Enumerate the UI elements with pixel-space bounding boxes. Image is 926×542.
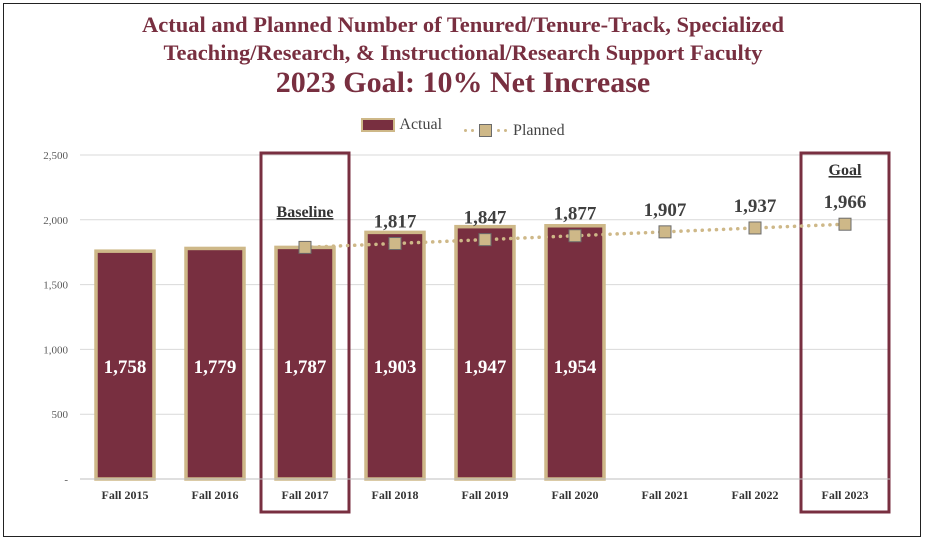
legend-swatch-actual	[361, 118, 396, 132]
y-tick-label: 1,000	[43, 344, 68, 356]
y-tick-label: 500	[52, 409, 69, 421]
x-tick-label: Fall 2021	[642, 488, 689, 502]
chart-legend: Actual Planned	[0, 116, 926, 140]
highlight-label: Goal	[829, 162, 862, 179]
legend-marker-planned	[462, 124, 509, 137]
planned-marker	[388, 237, 402, 251]
bar-actual	[544, 224, 606, 481]
x-tick-label: Fall 2017	[282, 488, 329, 502]
x-tick-label: Fall 2023	[822, 488, 869, 502]
planned-marker	[658, 225, 672, 239]
bar-actual	[454, 224, 516, 481]
bar-actual	[364, 230, 426, 481]
legend-item-actual: Actual	[361, 116, 442, 134]
x-tick-label: Fall 2020	[552, 488, 599, 502]
chart-title-line-2: Teaching/Research, & Instructional/Resea…	[163, 40, 763, 65]
highlight-box	[799, 151, 891, 514]
legend-item-planned: Planned	[462, 122, 565, 140]
planned-marker	[568, 229, 582, 243]
bar-value-label: 1,903	[374, 357, 417, 378]
planned-value-label: 1,817	[374, 212, 417, 233]
planned-marker	[748, 221, 762, 235]
bar-value-label: 1,947	[464, 357, 507, 378]
legend-label-actual: Actual	[399, 116, 443, 133]
y-tick-label: 2,500	[43, 150, 68, 162]
chart-title-line-3: 2023 Goal: 10% Net Increase	[275, 66, 651, 99]
x-tick-label: Fall 2022	[732, 488, 779, 502]
bar-actual	[94, 249, 156, 481]
planned-value-label: 1,937	[734, 196, 777, 217]
x-tick-label: Fall 2016	[192, 488, 239, 502]
bar-value-label: 1,954	[554, 357, 597, 378]
x-tick-label: Fall 2018	[372, 488, 419, 502]
y-tick-label: 1,500	[43, 280, 68, 292]
planned-marker	[838, 217, 852, 231]
chart-title-line-1: Actual and Planned Number of Tenured/Ten…	[142, 12, 784, 37]
y-tick-label: 2,000	[43, 215, 68, 227]
bar-value-label: 1,779	[194, 357, 237, 378]
planned-marker	[478, 233, 492, 247]
legend-label-planned: Planned	[513, 121, 565, 139]
y-tick-label: -	[64, 474, 68, 486]
planned-value-label: 1,907	[644, 200, 687, 221]
highlight-box	[259, 151, 351, 514]
planned-value-label: 1,966	[824, 192, 867, 213]
bar-value-label: 1,787	[284, 357, 327, 378]
x-tick-label: Fall 2015	[102, 488, 149, 502]
planned-value-label: 1,877	[554, 204, 597, 225]
planned-value-label: 1,847	[464, 208, 507, 229]
bar-actual	[184, 246, 246, 481]
highlight-label: Baseline	[277, 204, 334, 221]
x-tick-label: Fall 2019	[462, 488, 509, 502]
planned-marker	[298, 240, 312, 254]
bar-value-label: 1,758	[104, 357, 147, 378]
